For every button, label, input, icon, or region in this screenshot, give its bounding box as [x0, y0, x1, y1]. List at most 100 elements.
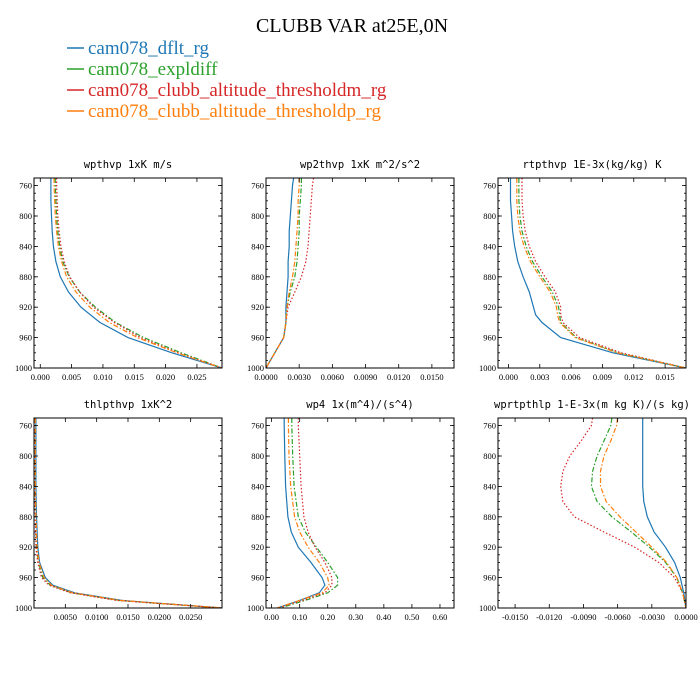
series-group — [34, 418, 222, 608]
series-line-1 — [50, 178, 222, 368]
y-tick-label: 1000 — [247, 603, 264, 613]
series-group — [50, 178, 222, 368]
x-tick-label: 0.015 — [656, 372, 675, 382]
x-tick-label: 0.40 — [376, 612, 391, 622]
legend-label-1: cam078_dflt_rg — [88, 38, 210, 59]
series-line-3 — [278, 418, 333, 608]
series-line-3 — [266, 178, 315, 368]
plot-frame — [33, 417, 223, 609]
x-tick-label: 0.0150 — [116, 612, 139, 622]
panel-title: thlpthvp 1xK^2 — [84, 399, 173, 411]
series-line-4 — [599, 418, 686, 608]
series-line-4 — [266, 178, 300, 368]
plot-frame — [497, 177, 687, 369]
series-line-1 — [266, 178, 295, 368]
y-tick-label: 880 — [483, 512, 496, 522]
series-line-3 — [34, 418, 222, 608]
y-tick-label: 800 — [19, 211, 32, 221]
x-tick-label: 0.0150 — [420, 372, 443, 382]
series-group — [266, 178, 315, 368]
series-line-4 — [53, 178, 222, 368]
x-tick-label: 0.012 — [624, 372, 643, 382]
y-tick-label: 840 — [251, 481, 264, 491]
series-group — [509, 178, 686, 368]
series-line-2 — [518, 178, 686, 368]
legend-entry-2: cam078_expldiff — [67, 59, 218, 80]
y-tick-label: 960 — [19, 573, 32, 583]
y-tick-label: 1000 — [15, 363, 32, 373]
panel-1: wpthvp 1xK m/s76080084088092096010000.00… — [15, 159, 223, 382]
x-tick-label: 0.0030 — [287, 372, 310, 382]
y-tick-label: 880 — [19, 272, 32, 282]
x-tick-label: 0.00 — [264, 612, 279, 622]
series-line-1 — [509, 178, 686, 368]
series-line-2 — [54, 178, 222, 368]
x-tick-label: -0.0030 — [639, 612, 665, 622]
series-line-4 — [34, 418, 222, 608]
panel-title: wp4 1x(m^4)/(s^4) — [306, 399, 413, 411]
x-tick-label: 0.0100 — [85, 612, 108, 622]
y-tick-label: 840 — [19, 481, 32, 491]
x-tick-label: 0.0000 — [254, 372, 277, 382]
x-tick-label: 0.50 — [404, 612, 419, 622]
y-tick-label: 1000 — [247, 363, 264, 373]
panel-5: wp4 1x(m^4)/(s^4)76080084088092096010000… — [247, 399, 455, 622]
x-tick-label: 0.025 — [187, 372, 206, 382]
panel-title: wprtpthlp 1-E-3x(m kg K)/(s kg) — [494, 399, 690, 411]
y-tick-label: 1000 — [479, 603, 496, 613]
series-line-1 — [277, 418, 326, 608]
series-line-2 — [34, 418, 222, 608]
y-tick-label: 880 — [251, 272, 264, 282]
x-tick-label: 0.20 — [320, 612, 335, 622]
y-tick-label: 800 — [483, 451, 496, 461]
y-tick-label: 1000 — [479, 363, 496, 373]
y-tick-label: 1000 — [15, 603, 32, 613]
y-tick-label: 760 — [483, 181, 496, 191]
y-tick-label: 840 — [19, 241, 32, 251]
legend-label-4: cam078_clubb_altitude_thresholdp_rg — [88, 101, 382, 122]
panel-title: rtpthvp 1E-3x(kg/kg) K — [522, 159, 662, 171]
series-line-3 — [55, 178, 222, 368]
plot-frame — [265, 177, 455, 369]
x-tick-label: 0.009 — [593, 372, 612, 382]
y-tick-label: 760 — [251, 421, 264, 431]
y-tick-label: 920 — [19, 542, 32, 552]
x-tick-label: 0.000 — [31, 372, 50, 382]
x-tick-label: 0.0060 — [321, 372, 344, 382]
panels: wpthvp 1xK m/s76080084088092096010000.00… — [15, 159, 698, 622]
x-tick-label: 0.30 — [348, 612, 363, 622]
x-tick-label: 0.10 — [292, 612, 307, 622]
legend-entry-1: cam078_dflt_rg — [67, 38, 210, 59]
y-tick-label: 840 — [483, 241, 496, 251]
y-tick-label: 960 — [19, 333, 32, 343]
x-tick-label: 0.0090 — [354, 372, 377, 382]
x-tick-label: 0.010 — [93, 372, 112, 382]
y-tick-label: 920 — [251, 542, 264, 552]
y-tick-label: 760 — [251, 181, 264, 191]
y-tick-label: 920 — [251, 302, 264, 312]
panel-4: thlpthvp 1xK^2 760 800 840 880 920 960 1000 0.00… — [15, 399, 223, 622]
series-line-3 — [560, 418, 686, 608]
y-tick-label: 760 — [483, 421, 496, 431]
series-group — [277, 418, 339, 608]
y-tick-label: 880 — [251, 512, 264, 522]
series-line-4 — [516, 178, 686, 368]
x-tick-label: -0.0150 — [502, 612, 528, 622]
y-tick-label: 800 — [19, 451, 32, 461]
y-tick-label: 960 — [483, 573, 496, 583]
series-line-1 — [35, 418, 222, 608]
panel-title: wp2thvp 1xK m^2/s^2 — [300, 159, 420, 171]
y-tick-label: 920 — [19, 302, 32, 312]
series-line-3 — [521, 178, 686, 368]
x-tick-label: 0.020 — [156, 372, 175, 382]
y-tick-label: 840 — [483, 481, 496, 491]
x-tick-label: 0.0200 — [148, 612, 171, 622]
y-tick-label: 840 — [251, 241, 264, 251]
y-tick-label: 880 — [483, 272, 496, 282]
x-tick-label: 0.0050 — [54, 612, 77, 622]
plot-frame — [497, 417, 687, 609]
legend-label-2: cam078_expldiff — [88, 59, 218, 80]
y-tick-label: 760 — [19, 181, 32, 191]
y-tick-label: 800 — [251, 451, 264, 461]
